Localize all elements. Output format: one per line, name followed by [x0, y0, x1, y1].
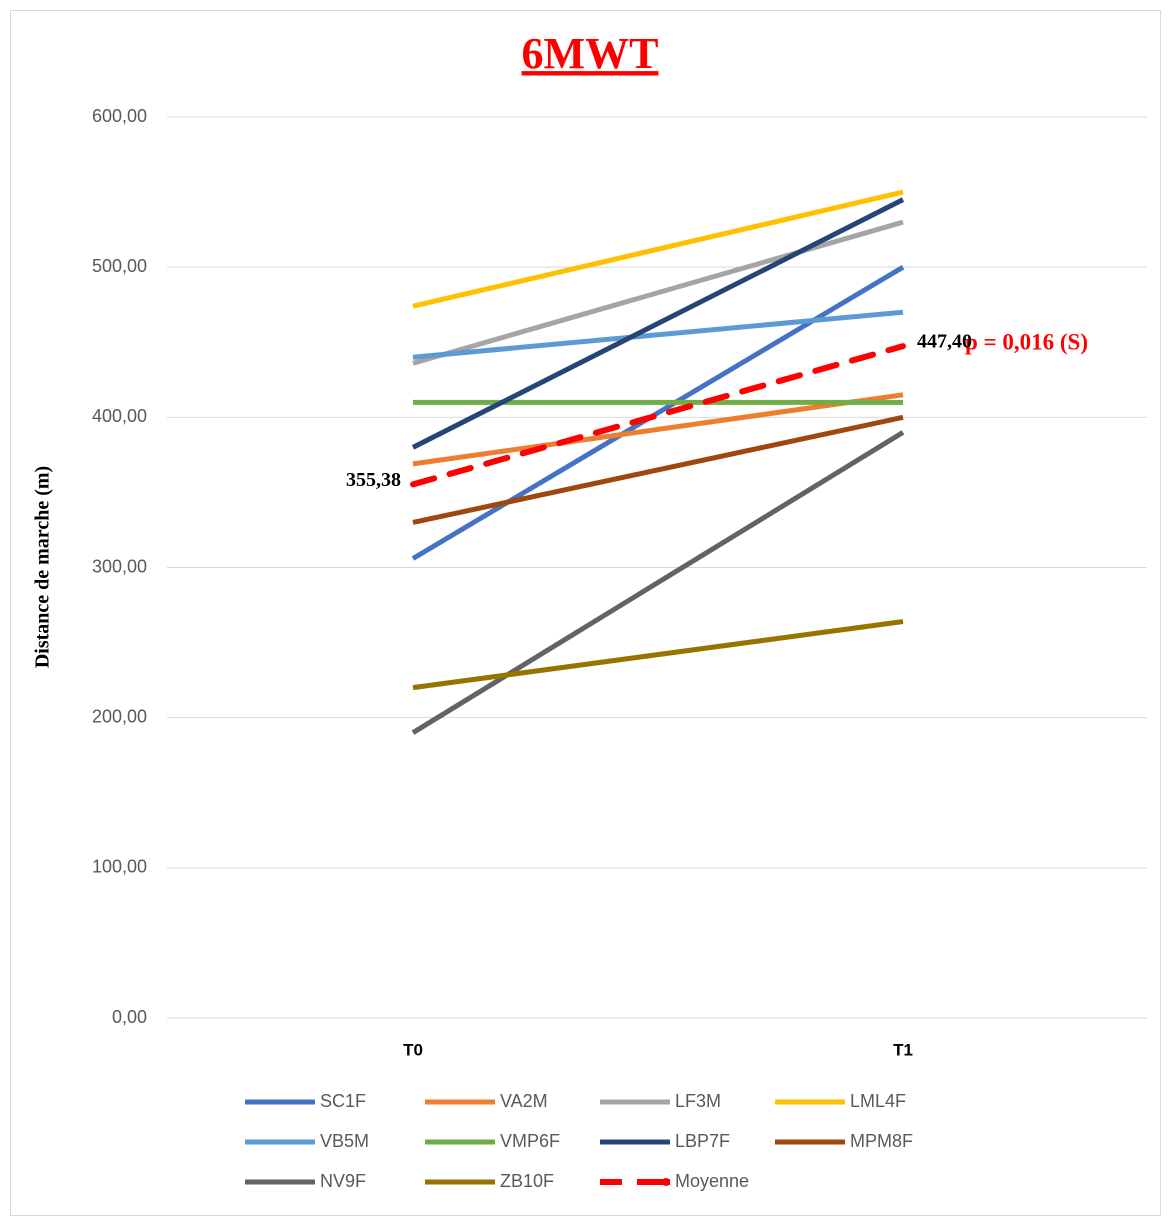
legend-label: LML4F: [850, 1091, 906, 1111]
series-line: [412, 392, 904, 467]
chart-border: [10, 10, 1161, 1216]
legend-label: VB5M: [320, 1131, 369, 1151]
series-line: [411, 197, 905, 450]
series-line: [412, 309, 904, 360]
series-line: [412, 619, 904, 691]
y-tick-label: 500,00: [92, 256, 147, 276]
legend-label: LBP7F: [675, 1131, 730, 1151]
data-label: 355,38: [346, 469, 401, 491]
series-line: [412, 414, 904, 525]
series-line: [412, 189, 904, 309]
legend-label: MPM8F: [850, 1131, 913, 1151]
series-line: [411, 265, 905, 561]
legend-label: NV9F: [320, 1171, 366, 1191]
y-tick-label: 200,00: [92, 706, 147, 726]
legend-label: LF3M: [675, 1091, 721, 1111]
data-label: 447,40: [917, 331, 972, 353]
legend-label: VA2M: [500, 1091, 548, 1111]
x-tick-label: T0: [403, 1040, 423, 1059]
legend-label: SC1F: [320, 1091, 366, 1111]
legend-label: Moyenne: [675, 1171, 749, 1191]
y-tick-label: 100,00: [92, 857, 147, 877]
y-axis-label: Distance de marche (m): [32, 466, 54, 668]
series-line: [410, 343, 906, 488]
chart-title: 6MWT: [522, 29, 659, 78]
legend-marker: [662, 1178, 670, 1186]
legend-label: VMP6F: [500, 1131, 560, 1151]
y-tick-label: 400,00: [92, 406, 147, 426]
series-line: [411, 430, 905, 735]
annotation: p = 0,016 (S): [965, 329, 1088, 354]
x-tick-label: T1: [893, 1040, 913, 1059]
series-line: [412, 219, 904, 366]
y-tick-label: 300,00: [92, 556, 147, 576]
y-tick-label: 600,00: [92, 106, 147, 126]
legend-label: ZB10F: [500, 1171, 554, 1191]
y-tick-label: 0,00: [112, 1007, 147, 1027]
